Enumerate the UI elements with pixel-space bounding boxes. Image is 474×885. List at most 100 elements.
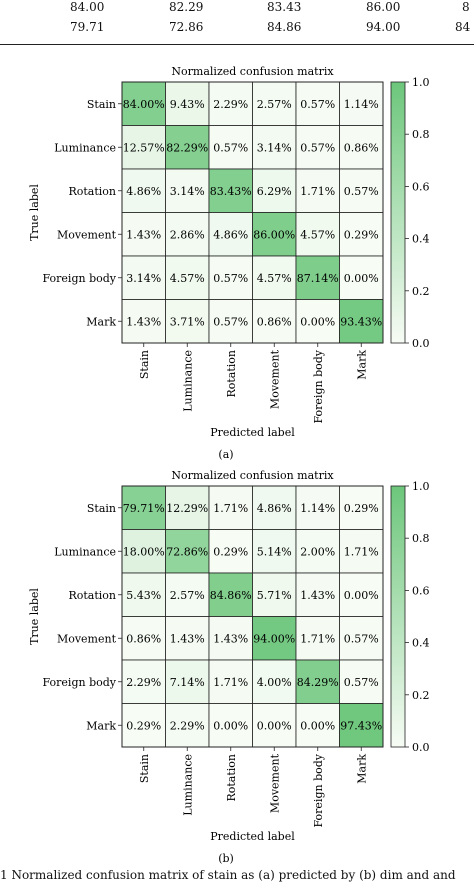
- chart-title: Normalized confusion matrix: [171, 65, 334, 78]
- heatmap-cell: [252, 659, 297, 704]
- chart-title: Normalized confusion matrix: [171, 469, 334, 482]
- cell-value-label: 7.14%: [170, 676, 205, 689]
- y-tick-label: Foreign body: [43, 676, 117, 689]
- colorbar-tick-label: 0.6: [412, 584, 430, 597]
- cell-value-label: 0.29%: [344, 502, 379, 515]
- x-tick-label: Rotation: [225, 350, 238, 398]
- cell-value-label: 0.86%: [344, 141, 379, 154]
- heatmap-cell: [252, 255, 297, 300]
- cell-value-label: 2.57%: [257, 98, 292, 111]
- heatmap-cell: [295, 255, 340, 300]
- panel-label: (b): [218, 852, 234, 864]
- cell-value-label: 97.43%: [340, 719, 382, 732]
- heatmap-cell: [339, 616, 384, 661]
- heatmap-cell: [295, 659, 340, 704]
- heatmap-cell: [252, 125, 297, 170]
- x-tick-label: Mark: [355, 350, 368, 380]
- heatmap-cell: [339, 168, 384, 213]
- cell-value-label: 0.00%: [344, 272, 379, 285]
- colorbar-tick-label: 0.2: [412, 285, 430, 298]
- heatmap-cell: [252, 572, 297, 617]
- heatmap-cell: [339, 299, 384, 344]
- table-cell: 84: [455, 20, 471, 34]
- table-cell: 94.00: [366, 20, 401, 34]
- cell-value-label: 1.71%: [300, 185, 335, 198]
- table-cell: 84.86: [267, 20, 302, 34]
- cell-value-label: 18.00%: [123, 545, 165, 558]
- colorbar-tick-label: 1.0: [412, 76, 430, 89]
- heatmap-cell: [121, 616, 166, 661]
- y-tick-label: Rotation: [68, 589, 116, 602]
- x-tick-label: Rotation: [225, 754, 238, 802]
- cell-value-label: 0.00%: [257, 719, 292, 732]
- cell-value-label: 0.29%: [126, 719, 161, 732]
- cell-value-label: 86.00%: [253, 228, 295, 241]
- colorbar-tick-label: 0.6: [412, 180, 430, 193]
- y-tick-label: Mark: [86, 719, 116, 732]
- cell-value-label: 1.14%: [300, 502, 335, 515]
- heatmap-cell: [295, 616, 340, 661]
- table-cell: 84.00: [70, 0, 105, 14]
- cell-value-label: 1.43%: [213, 632, 248, 645]
- cell-value-label: 1.71%: [300, 632, 335, 645]
- cell-value-label: 1.43%: [300, 589, 335, 602]
- heatmap-cell: [339, 125, 384, 170]
- x-tick-label: Luminance: [181, 350, 194, 412]
- heatmap-cell: [165, 485, 210, 530]
- x-tick-label: Stain: [138, 350, 151, 379]
- results-table-fragment: 84.00 82.29 83.43 86.00 8 79.71 72.86 84…: [0, 0, 474, 48]
- cell-value-label: 0.57%: [213, 315, 248, 328]
- cell-value-label: 0.86%: [126, 632, 161, 645]
- y-axis-label: True label: [28, 588, 41, 645]
- matrix-frame: [121, 81, 384, 344]
- cell-value-label: 0.57%: [213, 141, 248, 154]
- cell-value-label: 2.57%: [170, 589, 205, 602]
- cell-value-label: 94.00%: [253, 632, 295, 645]
- cell-value-label: 4.57%: [170, 272, 205, 285]
- colorbar-tick-label: 0.0: [412, 337, 430, 350]
- cell-value-label: 84.29%: [297, 676, 339, 689]
- heatmap-cell: [339, 485, 384, 530]
- x-tick-label: Mark: [355, 754, 368, 784]
- heatmap-cell: [208, 212, 253, 257]
- cell-value-label: 72.86%: [166, 545, 208, 558]
- heatmap-cell: [121, 255, 166, 300]
- cell-value-label: 9.43%: [170, 98, 205, 111]
- x-tick-label: Movement: [268, 349, 281, 409]
- heatmap-cell: [121, 485, 166, 530]
- heatmap-cell: [295, 529, 340, 574]
- cell-value-label: 4.86%: [257, 502, 292, 515]
- cell-value-label: 0.00%: [300, 315, 335, 328]
- cell-value-label: 4.57%: [300, 228, 335, 241]
- cell-value-label: 0.57%: [344, 632, 379, 645]
- heatmap-cell: [165, 168, 210, 213]
- heatmap-cell: [165, 572, 210, 617]
- cell-value-label: 1.43%: [126, 315, 161, 328]
- heatmap-cell: [165, 529, 210, 574]
- cell-value-label: 0.57%: [344, 185, 379, 198]
- y-tick-label: Stain: [87, 502, 116, 515]
- cell-value-label: 2.86%: [170, 228, 205, 241]
- cell-value-label: 1.14%: [344, 98, 379, 111]
- y-tick-label: Luminance: [54, 545, 116, 558]
- cell-value-label: 4.00%: [257, 676, 292, 689]
- heatmap-cell: [165, 659, 210, 704]
- heatmap-cell: [165, 81, 210, 126]
- confusion-matrix-b: Normalized confusion matrix 79.71% 12.29% 1…: [28, 469, 430, 864]
- colorbar: [390, 81, 406, 344]
- matrix-frame: [121, 485, 384, 748]
- heatmap-cell: [295, 703, 340, 748]
- heatmap-cell: [121, 572, 166, 617]
- heatmap-cell: [208, 572, 253, 617]
- heatmap-cell: [165, 125, 210, 170]
- cell-value-label: 0.00%: [344, 589, 379, 602]
- colorbar-tick-label: 0.8: [412, 128, 430, 141]
- heatmap-cell: [208, 255, 253, 300]
- cell-value-label: 4.86%: [213, 228, 248, 241]
- cell-value-label: 79.71%: [123, 502, 165, 515]
- cell-value-label: 1.71%: [344, 545, 379, 558]
- y-tick-label: Mark: [86, 315, 116, 328]
- confusion-matrix-a: Normalized confusion matrix 84.00% 9.43% 2.…: [28, 65, 430, 460]
- table-cell: 83.43: [267, 0, 302, 14]
- cell-value-label: 93.43%: [340, 315, 382, 328]
